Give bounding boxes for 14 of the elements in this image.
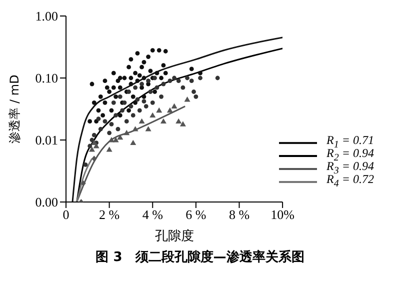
x-tick-label: 10%: [270, 207, 295, 222]
y-tick-label: 0.00: [35, 194, 58, 210]
y-tick-label: 0.10: [35, 70, 58, 86]
legend-label: R$_{1}$ = 0.71: [326, 132, 374, 150]
text: 图 3 须二段孔隙度—渗透率关系图: [94, 248, 306, 266]
x-tick-label: 0: [62, 207, 70, 222]
y-tick-label: 0.01: [35, 132, 58, 148]
x-tick-label: 2 %: [99, 207, 120, 222]
x-axis-title: 孔隙度: [154, 228, 194, 244]
x-tick-label: 6 %: [186, 207, 206, 222]
y-axis-title: 渗透率 / mD: [7, 74, 22, 144]
x-tick-label: 8 %: [228, 207, 250, 222]
y-tick-label: 1.00: [35, 8, 58, 24]
x-tick-label: 4 %: [142, 207, 164, 222]
